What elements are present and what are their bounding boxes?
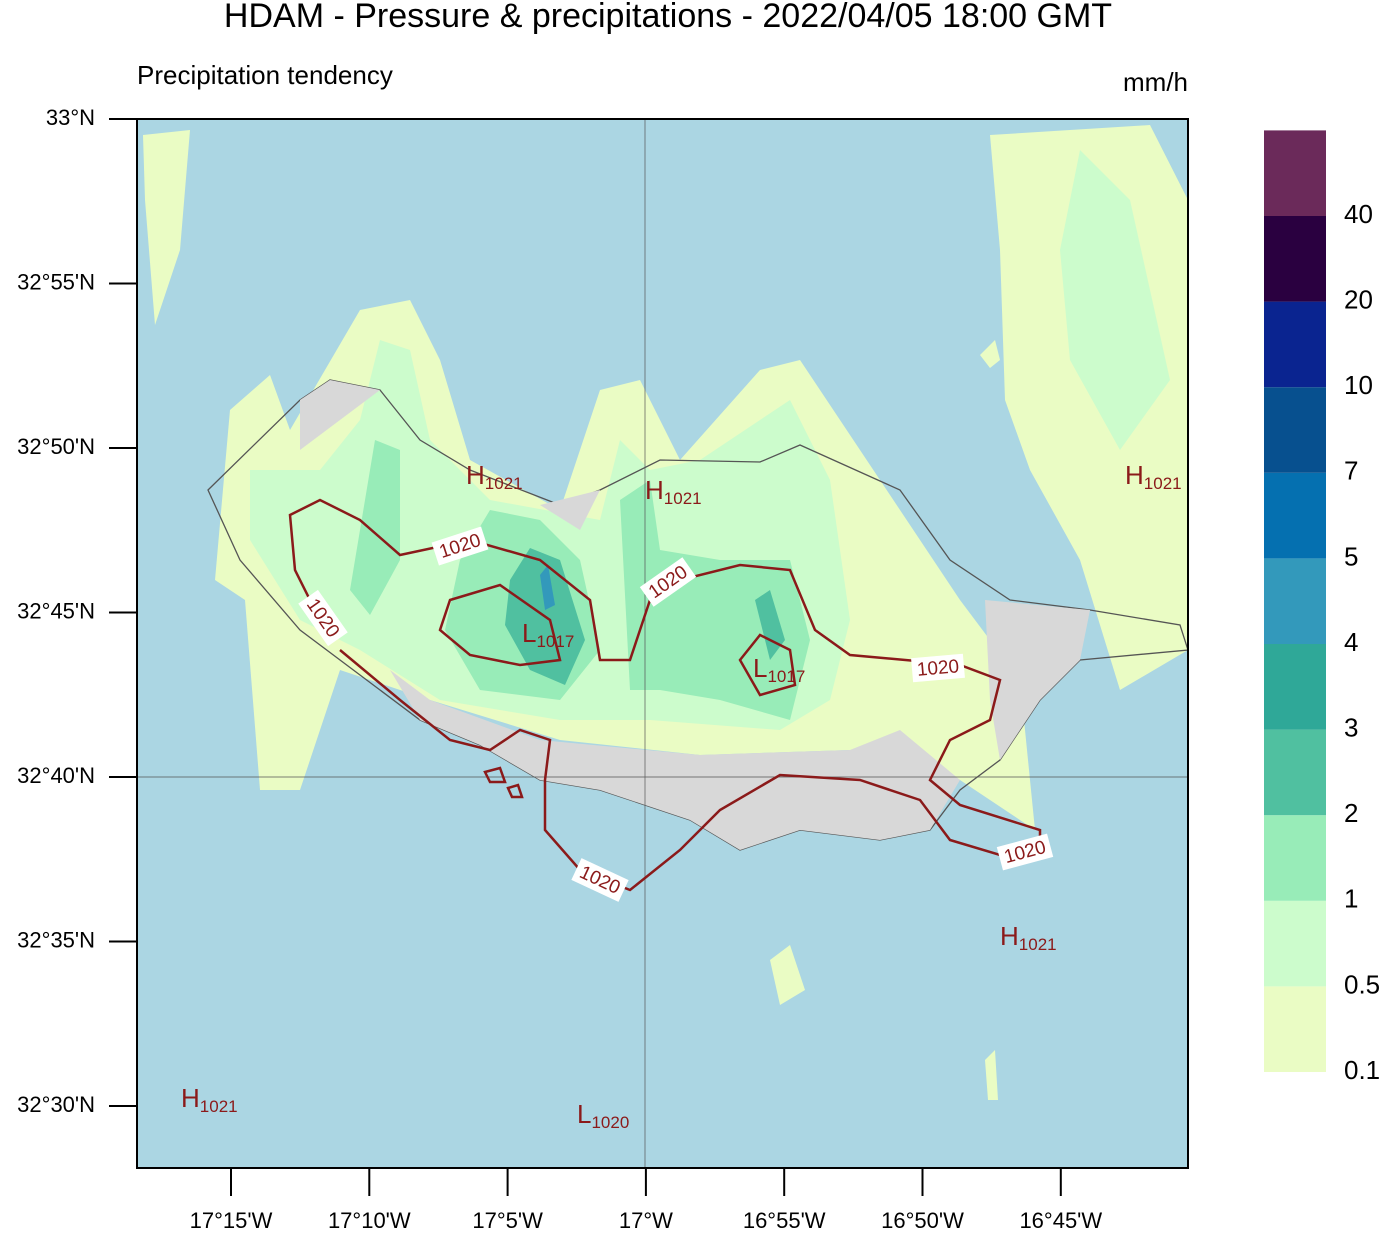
- label-box: [996, 833, 1054, 871]
- colorbar-label: 20: [1344, 284, 1373, 314]
- center-value: 1021: [664, 489, 702, 508]
- contour-value: 1020: [916, 656, 960, 681]
- center-type: L: [753, 653, 767, 683]
- lon-label: 16°50'W: [881, 1208, 964, 1233]
- lat-label: 32°35'N: [17, 927, 95, 952]
- colorbar-label: 0.5: [1344, 969, 1380, 999]
- colorbar-label: 4: [1344, 627, 1358, 657]
- colorbar-label: 1: [1344, 884, 1358, 914]
- color-box: [1264, 387, 1326, 473]
- colorbar-label: 2: [1344, 798, 1358, 828]
- frame: [136, 118, 1189, 1169]
- unit: mm/h: [1123, 67, 1188, 97]
- pressure-center: L1017: [522, 618, 574, 652]
- lat-label: 32°30'N: [17, 1092, 95, 1117]
- label-box: [639, 557, 697, 607]
- contour-label: 1020: [911, 653, 965, 683]
- title: HDAM - Pressure & precipitations - 2022/…: [224, 0, 1112, 35]
- lat-label: 32°45'N: [17, 598, 95, 623]
- lon-label: 17°10'W: [328, 1208, 411, 1233]
- pressure-center: L1020: [577, 1099, 629, 1133]
- pressure-center: H1021: [466, 460, 523, 494]
- colorbar-label: 10: [1344, 370, 1373, 400]
- center-type: H: [181, 1083, 200, 1113]
- lon-label: 16°45'W: [1019, 1208, 1102, 1233]
- pressure-center: H1021: [1125, 460, 1182, 494]
- lat-label: 32°50'N: [17, 434, 95, 459]
- color-box: [1264, 644, 1326, 730]
- pressure-center: H1021: [645, 475, 702, 509]
- label-box: [298, 589, 348, 647]
- center-value: 1021: [1144, 474, 1182, 493]
- pressure-center: H1021: [1000, 921, 1057, 955]
- color-box: [1264, 130, 1326, 216]
- land: [300, 380, 1090, 850]
- lat-label: 32°40'N: [17, 763, 95, 788]
- subtitle: Precipitation tendency: [137, 60, 393, 90]
- label-box: [431, 526, 489, 566]
- color-box: [1264, 986, 1326, 1072]
- center-value: 1017: [536, 632, 574, 651]
- precip-area: [1060, 150, 1170, 450]
- precip-area: [540, 565, 555, 610]
- label-box: [571, 858, 629, 902]
- center-type: L: [522, 618, 536, 648]
- precip-area: [505, 548, 785, 685]
- color-box: [1264, 216, 1326, 302]
- label-box: [911, 653, 965, 683]
- lat-label: 32°55'N: [17, 269, 95, 294]
- colorbar-label: 5: [1344, 541, 1358, 571]
- center-type: H: [1000, 921, 1019, 951]
- center-type: H: [645, 475, 664, 505]
- center-value: 1021: [1019, 935, 1057, 954]
- center-value: 1021: [200, 1097, 238, 1116]
- lon-label: 17°W: [619, 1208, 673, 1233]
- center-type: H: [1125, 460, 1144, 490]
- colorbar-label: 7: [1344, 456, 1358, 486]
- center-value: 1020: [591, 1113, 629, 1132]
- center-value: 1021: [485, 474, 523, 493]
- color-box: [1264, 558, 1326, 644]
- color-box: [1264, 900, 1326, 987]
- lat-label: 33°N: [46, 105, 95, 130]
- isobars: [288, 498, 1042, 892]
- colorbar-label: 40: [1344, 199, 1373, 229]
- map-area: [137, 119, 1189, 1168]
- color-box: [1264, 472, 1326, 559]
- precip-area: [143, 130, 190, 325]
- pressure-center: L1017: [753, 653, 805, 687]
- color-box: [1264, 729, 1326, 816]
- lon-label: 16°55'W: [743, 1208, 826, 1233]
- color-box: [1264, 815, 1326, 901]
- colorbar-label: 0.1: [1344, 1055, 1380, 1085]
- center-value: 1017: [767, 667, 805, 686]
- lon-label: 17°15'W: [190, 1208, 273, 1233]
- colorbar-label: 3: [1344, 712, 1358, 742]
- center-type: H: [466, 460, 485, 490]
- center-type: L: [577, 1099, 591, 1129]
- pressure-center: H1021: [181, 1083, 238, 1117]
- lon-label: 17°5'W: [472, 1208, 543, 1233]
- color-box: [1264, 301, 1326, 388]
